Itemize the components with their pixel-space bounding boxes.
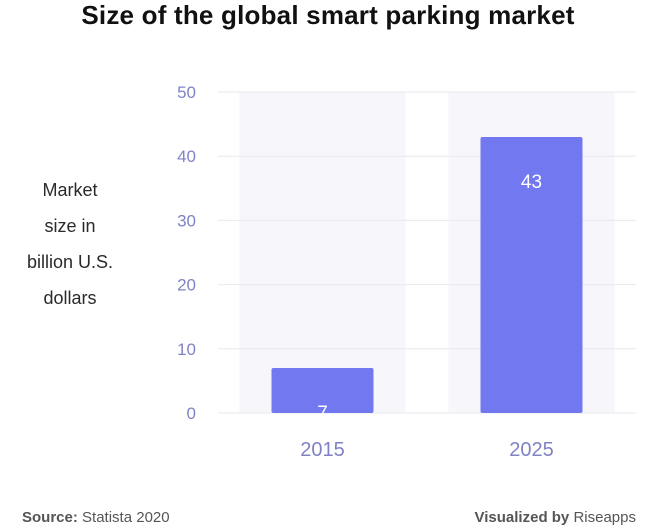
y-tick-label-0: 0	[187, 404, 196, 423]
source-value: Statista 2020	[82, 509, 170, 526]
bars	[271, 136, 583, 413]
y-axis-label-line-4: dollars	[43, 288, 97, 308]
x-axis-ticks: 2015 2025	[300, 439, 554, 461]
y-axis-label: Market size in billion U.S. dollars	[8, 172, 132, 316]
visualized-credit: Visualized by Riseapps	[475, 508, 636, 528]
bar-value-labels: 7 43	[317, 172, 542, 424]
y-axis-label-line-2: size in	[44, 216, 96, 236]
visualized-label: Visualized by	[474, 509, 570, 526]
x-tick-label-2015: 2015	[300, 439, 345, 461]
y-axis-label-line-1: Market	[42, 180, 98, 200]
category-band-2015	[239, 92, 406, 413]
source-label: Source:	[22, 509, 78, 526]
source-credit: Source: Statista 2020	[22, 508, 170, 528]
bar-2025	[480, 136, 583, 413]
y-tick-label-10: 10	[177, 340, 196, 359]
bar-value-label-2015: 7	[317, 403, 328, 424]
visualized-value: Riseapps	[573, 509, 636, 526]
bar-value-label-2025: 43	[521, 172, 542, 193]
y-tick-label-20: 20	[177, 276, 196, 295]
y-tick-label-50: 50	[177, 83, 196, 102]
y-axis-label-line-3: billion U.S.	[26, 252, 114, 272]
y-axis-ticks: 0 10 20 30 40 50	[177, 83, 196, 423]
y-tick-label-40: 40	[177, 147, 196, 166]
chart-title: Size of the global smart parking market	[81, 0, 575, 30]
y-tick-label-30: 30	[177, 211, 196, 230]
x-tick-label-2025: 2025	[509, 439, 554, 461]
bar-2015	[271, 368, 374, 413]
